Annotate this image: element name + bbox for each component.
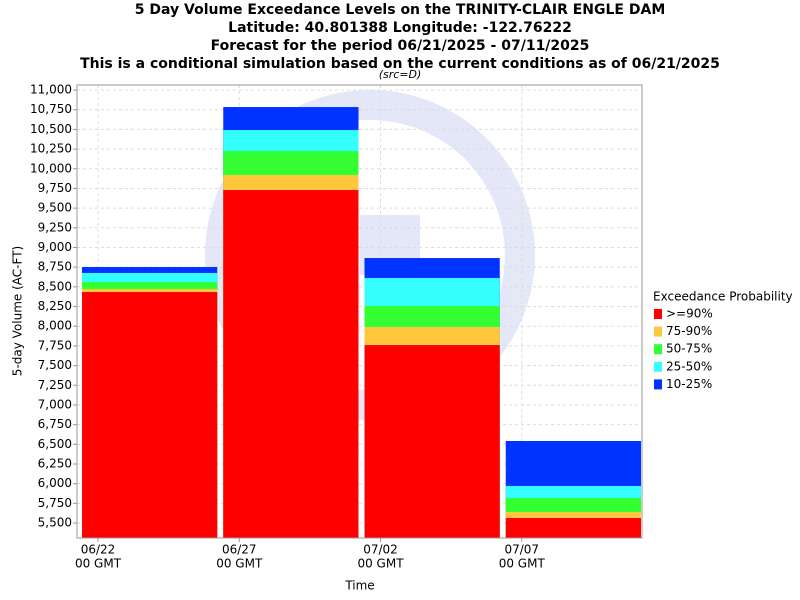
- y-tick-label: 10,750: [30, 102, 72, 116]
- y-tick-label: 10,250: [30, 142, 72, 156]
- x-tick-label: 00 GMT: [75, 557, 122, 571]
- y-tick-label: 8,250: [38, 299, 72, 313]
- y-tick-label: 5,500: [38, 516, 72, 530]
- legend-swatch: [654, 344, 662, 355]
- x-tick-label: 00 GMT: [357, 557, 404, 571]
- y-tick-label: 6,500: [38, 437, 72, 451]
- subtitle: (src=D): [379, 68, 422, 81]
- legend-label: 25-50%: [666, 359, 712, 373]
- legend-title: Exceedance Probability: [653, 290, 793, 304]
- y-tick-label: 6,750: [38, 417, 72, 431]
- y-tick-label: 9,250: [38, 220, 72, 234]
- legend-swatch: [654, 379, 662, 390]
- chart-title: Forecast for the period 06/21/2025 - 07/…: [211, 38, 590, 54]
- bar: [223, 190, 359, 538]
- chart-title: Latitude: 40.801388 Longitude: -122.7622…: [228, 20, 572, 36]
- x-tick-label: 06/22: [81, 543, 116, 557]
- y-tick-label: 6,250: [38, 456, 72, 470]
- y-tick-label: 9,500: [38, 201, 72, 215]
- legend-swatch: [654, 326, 662, 337]
- legend-swatch: [654, 309, 662, 319]
- x-tick-label: 07/07: [504, 543, 539, 557]
- x-axis-label: Time: [344, 579, 374, 593]
- y-tick-label: 8,000: [38, 319, 72, 333]
- x-tick-label: 07/02: [363, 543, 398, 557]
- y-tick-label: 8,500: [38, 279, 72, 293]
- y-tick-label: 7,500: [38, 358, 72, 372]
- y-tick-label: 5,750: [38, 496, 72, 510]
- legend-label: 50-75%: [666, 342, 712, 356]
- y-tick-label: 9,750: [38, 181, 72, 195]
- chart-title: This is a conditional simulation based o…: [80, 56, 720, 72]
- x-tick-label: 06/27: [222, 543, 257, 557]
- legend-swatch: [654, 361, 662, 372]
- bar: [505, 518, 641, 538]
- y-tick-label: 8,750: [38, 260, 72, 274]
- y-tick-label: 10,500: [30, 122, 72, 136]
- legend-label: >=90%: [666, 307, 713, 321]
- legend-label: 10-25%: [666, 377, 712, 391]
- y-tick-label: 7,250: [38, 378, 72, 392]
- y-tick-label: 7,750: [38, 338, 72, 352]
- bar: [82, 292, 218, 538]
- bar: [364, 345, 500, 538]
- chart-title: 5 Day Volume Exceedance Levels on the TR…: [135, 2, 666, 18]
- plot-area: [76, 84, 643, 539]
- x-tick-label: 00 GMT: [499, 557, 546, 571]
- y-tick-label: 11,000: [30, 83, 72, 97]
- y-tick-label: 9,000: [38, 240, 72, 254]
- y-tick-label: 7,000: [38, 397, 72, 411]
- y-tick-label: 10,000: [30, 161, 72, 175]
- y-tick-label: 6,000: [38, 476, 72, 490]
- x-tick-label: 00 GMT: [216, 557, 263, 571]
- y-axis-label: 5-day Volume (AC-FT): [11, 246, 25, 376]
- legend-label: 75-90%: [666, 324, 712, 338]
